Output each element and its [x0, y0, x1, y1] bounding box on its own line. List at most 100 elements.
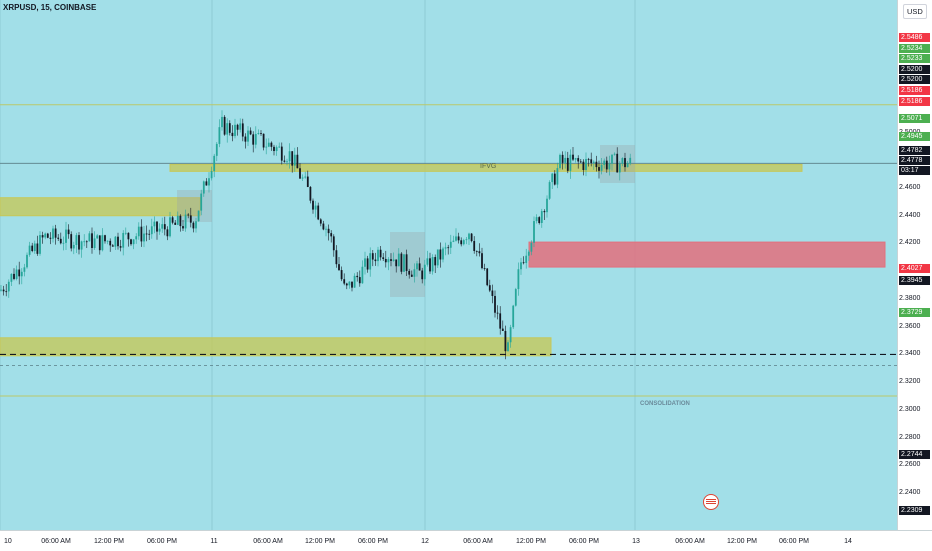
candle-body: [460, 240, 463, 245]
candle-body: [59, 238, 62, 244]
candle-body: [564, 157, 567, 163]
candle-body: [148, 233, 151, 235]
candle-body: [566, 157, 569, 171]
price-scale-label: 2.3400: [899, 350, 921, 358]
candle-body: [351, 281, 353, 288]
time-axis-label: 13: [632, 538, 640, 545]
candle-body: [75, 235, 78, 245]
candle-body: [208, 178, 210, 186]
candle-body: [221, 116, 223, 128]
time-axis-label: 06:00 PM: [358, 538, 388, 545]
candle-body: [421, 270, 424, 280]
candle-body: [312, 200, 314, 210]
candle-body: [33, 243, 36, 252]
candle-body: [556, 168, 559, 185]
time-axis-label: 06:00 PM: [569, 538, 599, 545]
candle-body: [514, 289, 517, 306]
zone-box: [169, 163, 803, 172]
candle-body: [140, 226, 143, 242]
candle-body: [278, 146, 281, 148]
candle-body: [262, 133, 265, 148]
candle-body: [400, 253, 403, 272]
price-tag: 2.4945: [899, 132, 930, 141]
candle-body: [145, 233, 148, 235]
candle-body: [96, 235, 99, 239]
candle-body: [26, 254, 28, 268]
candle-body: [592, 161, 595, 163]
candle-body: [109, 240, 112, 246]
candle-body: [317, 205, 320, 220]
candle-body: [384, 258, 387, 263]
candle-body: [101, 235, 104, 251]
chart-pane[interactable]: IFVG CONSOLIDATION XRPUSD, 15, COINBASE: [0, 0, 897, 530]
candle-body: [10, 273, 13, 282]
candle-body: [254, 133, 257, 145]
time-axis-label: 11: [210, 538, 218, 545]
candle-body: [358, 277, 361, 284]
candle-body: [5, 291, 8, 293]
candle-body: [301, 177, 304, 179]
candle-body: [41, 235, 44, 238]
candle-body: [228, 123, 231, 133]
candle-body: [509, 327, 512, 343]
candle-body: [161, 224, 164, 229]
candle-body: [189, 215, 192, 223]
candle-body: [551, 173, 554, 183]
price-scale[interactable]: 2.56002.50002.46002.44002.42002.38002.36…: [897, 0, 932, 530]
candle-body: [416, 263, 418, 270]
time-axis-label: 14: [844, 538, 852, 545]
candle-body: [122, 232, 125, 248]
candle-body: [494, 295, 496, 313]
candle-body: [553, 173, 556, 185]
candle-body: [603, 160, 606, 165]
candle-body: [572, 154, 574, 160]
candle-body: [156, 221, 158, 232]
candle-body: [327, 228, 330, 234]
symbol-title[interactable]: XRPUSD, 15, COINBASE: [3, 3, 97, 12]
candle-body: [382, 257, 385, 259]
candle-body: [309, 186, 312, 201]
candle-body: [93, 238, 96, 248]
candle-body: [153, 221, 156, 227]
candle-body: [163, 224, 166, 230]
candle-body: [457, 236, 460, 241]
candle-body: [533, 221, 535, 243]
candle-body: [338, 264, 340, 271]
candle-body: [439, 249, 442, 260]
candle-body: [205, 181, 208, 186]
candle-body: [538, 217, 541, 223]
candle-body: [540, 211, 543, 223]
us-flag-icon[interactable]: [703, 494, 719, 510]
candle-body: [353, 275, 356, 288]
candle-body: [387, 259, 390, 263]
candle-body: [491, 290, 494, 296]
candle-body: [15, 269, 18, 279]
time-axis-label: 12:00 PM: [516, 538, 546, 545]
candle-body: [306, 176, 309, 187]
candle-body: [13, 273, 15, 279]
candle-body: [200, 193, 203, 211]
candle-body: [234, 124, 236, 137]
price-tag: 2.5071: [899, 114, 930, 123]
candle-body: [559, 154, 561, 169]
candle-body: [587, 158, 590, 160]
candle-body: [241, 123, 244, 137]
candle-body: [483, 268, 486, 269]
candle-body: [124, 232, 127, 234]
candle-body: [304, 176, 307, 178]
price-chart[interactable]: IFVG CONSOLIDATION: [0, 0, 897, 530]
candle-body: [83, 241, 86, 243]
price-tag: 2.3945: [899, 276, 930, 285]
candle-body: [361, 266, 364, 284]
candle-body: [283, 160, 286, 162]
currency-button[interactable]: USD: [903, 4, 927, 19]
candle-body: [496, 312, 499, 314]
candle-body: [486, 268, 489, 286]
candle-body: [104, 235, 106, 242]
candle-body: [535, 217, 538, 222]
candle-body: [371, 253, 374, 260]
candle-body: [296, 154, 299, 169]
consolidation-label: CONSOLIDATION: [640, 401, 690, 407]
price-tag: 2.2309: [899, 506, 930, 515]
time-axis[interactable]: 10 06:00 AM 12:00 PM 06:00 PM 11 06:00 AM 12:0…: [0, 530, 932, 551]
